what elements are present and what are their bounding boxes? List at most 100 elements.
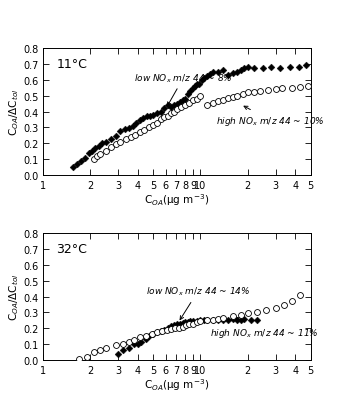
Point — [150, 112, 156, 119]
Point — [91, 349, 97, 356]
Point — [230, 95, 235, 101]
Point — [221, 68, 226, 74]
Y-axis label: C$_{OA}$/$\Delta$C$_{tol}$: C$_{OA}$/$\Delta$C$_{tol}$ — [8, 89, 21, 136]
Point — [192, 83, 198, 90]
Point — [118, 128, 123, 134]
Point — [204, 318, 210, 324]
Point — [174, 322, 180, 328]
Point — [196, 81, 202, 87]
Point — [183, 96, 188, 103]
Point — [164, 327, 169, 333]
Point — [187, 322, 192, 328]
X-axis label: C$_{OA}$(μg m$^{-3}$): C$_{OA}$(μg m$^{-3}$) — [144, 192, 209, 208]
Point — [210, 317, 216, 323]
Point — [154, 329, 160, 336]
Point — [230, 316, 235, 322]
Point — [135, 341, 141, 347]
X-axis label: C$_{OA}$(μg m$^{-3}$): C$_{OA}$(μg m$^{-3}$) — [144, 377, 209, 392]
Point — [204, 74, 210, 81]
Point — [131, 341, 137, 348]
Point — [255, 309, 260, 315]
Point — [216, 69, 221, 76]
Point — [240, 92, 245, 98]
Point — [150, 331, 156, 337]
Point — [183, 102, 188, 109]
Point — [77, 356, 82, 362]
Point — [297, 292, 303, 298]
Point — [180, 324, 185, 330]
Point — [221, 315, 226, 322]
Point — [144, 114, 149, 120]
Point — [185, 92, 190, 98]
Point — [238, 317, 244, 323]
Point — [194, 318, 200, 325]
Point — [113, 342, 119, 349]
Point — [305, 83, 310, 90]
Point — [245, 64, 250, 71]
Point — [174, 107, 180, 113]
Point — [194, 96, 200, 103]
Point — [198, 94, 203, 100]
Point — [194, 82, 200, 88]
Point — [180, 320, 185, 326]
Point — [201, 318, 207, 324]
Point — [187, 318, 193, 325]
Point — [199, 77, 205, 84]
Point — [225, 72, 231, 79]
Point — [143, 336, 149, 342]
Point — [154, 329, 160, 336]
Point — [162, 327, 167, 333]
Point — [99, 141, 104, 147]
Point — [234, 317, 239, 323]
Point — [70, 164, 76, 171]
Point — [190, 318, 196, 325]
Point — [168, 104, 174, 111]
Point — [183, 322, 189, 329]
Point — [168, 326, 174, 333]
Point — [91, 157, 97, 163]
Point — [260, 66, 266, 72]
Point — [171, 322, 177, 329]
Point — [252, 66, 257, 72]
Point — [176, 324, 182, 331]
Point — [202, 76, 207, 82]
Point — [162, 106, 167, 112]
Point — [187, 88, 193, 95]
Point — [94, 153, 100, 160]
Text: low NO$_x$ $m/z$ 44 ~ 8%: low NO$_x$ $m/z$ 44 ~ 8% — [134, 72, 233, 107]
Point — [103, 139, 109, 146]
Point — [221, 97, 226, 104]
Point — [282, 301, 287, 308]
Point — [140, 115, 146, 122]
Point — [234, 69, 239, 76]
Point — [97, 347, 103, 353]
Point — [150, 123, 156, 129]
Point — [137, 118, 142, 124]
Point — [241, 316, 247, 322]
Point — [258, 88, 263, 95]
Point — [225, 96, 231, 102]
Point — [120, 341, 125, 347]
Point — [130, 123, 135, 130]
Point — [171, 109, 177, 115]
Point — [207, 72, 213, 78]
Point — [190, 98, 196, 104]
Point — [190, 85, 195, 92]
Point — [126, 126, 131, 132]
Point — [238, 68, 244, 74]
Point — [273, 305, 278, 311]
Point — [238, 312, 244, 318]
Point — [263, 307, 268, 313]
Point — [96, 143, 101, 150]
Point — [165, 324, 170, 331]
Point — [158, 110, 164, 116]
Point — [185, 319, 190, 326]
Point — [137, 130, 142, 136]
Point — [158, 117, 164, 124]
Point — [279, 86, 285, 92]
Point — [268, 64, 274, 71]
Point — [296, 64, 301, 71]
Point — [154, 120, 160, 127]
Point — [122, 126, 128, 133]
Point — [289, 85, 295, 92]
